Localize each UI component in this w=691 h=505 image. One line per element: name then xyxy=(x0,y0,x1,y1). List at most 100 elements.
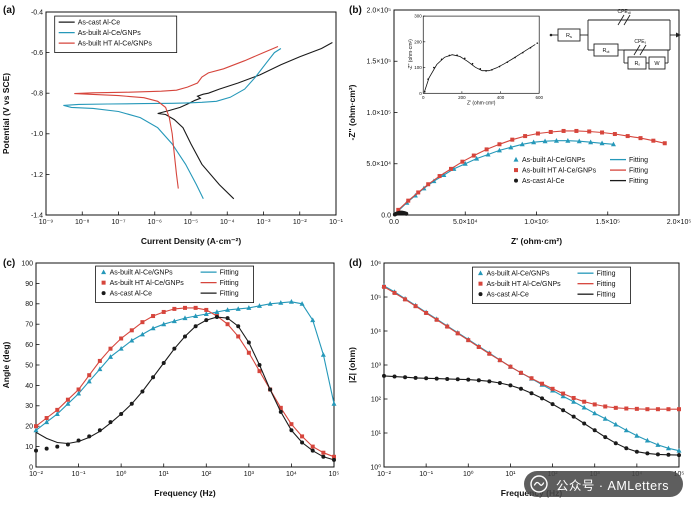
chart-nyquist-plot: 0.0 5.0×10⁴ 1.0×10⁵ 1.5×10⁵ 2.0×10⁵ 0.0 5.0×10… xyxy=(347,5,691,246)
svg-text:10⁻¹: 10⁻¹ xyxy=(419,471,433,478)
watermark-logo-icon xyxy=(529,474,549,494)
legend: As-cast Al-Ce As-built Al-Ce/GNPs As-built… xyxy=(54,15,178,53)
series-as-built-al-ce-gnps xyxy=(33,299,337,433)
svg-text:10⁰: 10⁰ xyxy=(463,470,474,478)
legend: As-built Al-Ce/GNPs Fitting As-built HT Al… xyxy=(513,156,648,185)
svg-text:600: 600 xyxy=(535,95,543,100)
svg-text:200: 200 xyxy=(414,39,422,44)
svg-text:10⁵: 10⁵ xyxy=(370,294,381,301)
svg-text:Fitting: Fitting xyxy=(220,280,239,287)
svg-text:As-built Al-Ce/GNPs: As-built Al-Ce/GNPs xyxy=(78,30,142,37)
svg-text:-Z'' (ohm·cm²): -Z'' (ohm·cm²) xyxy=(347,84,357,140)
svg-text:Angle (deg): Angle (deg) xyxy=(1,341,11,388)
axes: 10⁻² 10⁻¹ 10⁰ 10¹ 10² 10³ 10⁴ 10⁵ 0 10 20 30 40 50 60 7… xyxy=(1,260,339,498)
watermark-text: 公众号 · AMLetters xyxy=(555,478,669,493)
svg-text:1.5×10⁵: 1.5×10⁵ xyxy=(366,59,391,66)
svg-text:-0.6: -0.6 xyxy=(31,50,43,57)
svg-text:400: 400 xyxy=(497,95,505,100)
svg-text:-1.2: -1.2 xyxy=(31,172,43,179)
series-as-built-ht-al-ce-gnps xyxy=(396,128,667,212)
svg-text:Fitting: Fitting xyxy=(629,168,648,175)
series-as-built-ht-al-ce-gnps xyxy=(382,284,681,412)
svg-text:Fitting: Fitting xyxy=(220,270,239,277)
svg-text:(d): (d) xyxy=(349,258,362,269)
svg-text:As-cast Al-Ce: As-cast Al-Ce xyxy=(522,178,565,185)
svg-text:As-cast Al-Ce: As-cast Al-Ce xyxy=(78,20,121,27)
watermark: 公众号 · AMLetters xyxy=(523,471,683,497)
svg-text:200: 200 xyxy=(458,95,466,100)
svg-text:100: 100 xyxy=(414,65,422,70)
chart-bode-impedance: 10⁻²10⁻¹10⁰10¹10²10³10⁴10⁵10⁰10¹10²10³10… xyxy=(347,258,684,498)
svg-text:10⁻¹: 10⁻¹ xyxy=(329,219,343,226)
svg-text:10²: 10² xyxy=(201,471,212,478)
svg-text:5.0×10⁴: 5.0×10⁴ xyxy=(366,161,391,168)
svg-text:10⁶: 10⁶ xyxy=(370,260,381,267)
svg-text:Z' (ohm·cm²): Z' (ohm·cm²) xyxy=(511,236,562,246)
svg-text:1.0×10⁵: 1.0×10⁵ xyxy=(524,219,549,226)
svg-text:Fitting: Fitting xyxy=(597,281,616,288)
svg-text:10⁻⁵: 10⁻⁵ xyxy=(184,219,198,226)
svg-text:2.0×10⁵: 2.0×10⁵ xyxy=(667,219,691,226)
svg-text:40: 40 xyxy=(25,383,33,390)
svg-text:10⁰: 10⁰ xyxy=(116,470,127,478)
svg-text:10⁻²: 10⁻² xyxy=(377,471,391,478)
svg-text:10³: 10³ xyxy=(371,362,382,369)
svg-text:10⁻⁶: 10⁻⁶ xyxy=(148,219,162,226)
series-as-built-al-ce-gnps xyxy=(381,283,682,453)
svg-text:Fitting: Fitting xyxy=(629,178,648,185)
svg-text:CPEdl: CPEdl xyxy=(617,9,630,15)
svg-text:|Z| (ohm): |Z| (ohm) xyxy=(347,347,357,383)
svg-text:70: 70 xyxy=(25,322,33,329)
svg-text:10⁻²: 10⁻² xyxy=(293,219,307,226)
svg-text:10³: 10³ xyxy=(244,471,255,478)
svg-text:10: 10 xyxy=(25,444,33,451)
svg-text:Rf: Rf xyxy=(634,61,640,67)
series-as-built-ht-al-ce-gnps xyxy=(34,305,336,459)
svg-text:Frequency (Hz): Frequency (Hz) xyxy=(154,488,216,498)
svg-text:10⁻⁹: 10⁻⁹ xyxy=(39,219,53,226)
svg-text:10⁻⁸: 10⁻⁸ xyxy=(75,219,89,226)
svg-text:10¹: 10¹ xyxy=(159,471,170,478)
svg-text:(b): (b) xyxy=(349,5,362,16)
svg-text:60: 60 xyxy=(25,342,33,349)
series-as-built-ht-al-ce-gnps xyxy=(74,45,279,189)
svg-text:Fitting: Fitting xyxy=(597,271,616,278)
svg-text:As-built HT Al-Ce/GNPs: As-built HT Al-Ce/GNPs xyxy=(522,168,597,175)
svg-text:-1.4: -1.4 xyxy=(31,212,43,219)
svg-text:-Z'' (ohm·cm²): -Z'' (ohm·cm²) xyxy=(408,39,414,70)
legend: As-built Al-Ce/GNPs Fitting As-built HT Al… xyxy=(472,266,631,304)
svg-text:0: 0 xyxy=(29,464,33,471)
legend: As-built Al-Ce/GNPs Fitting As-built HT Al… xyxy=(95,265,254,303)
series-as-cast-al-ce xyxy=(34,315,336,462)
svg-text:300: 300 xyxy=(414,14,422,19)
svg-text:50: 50 xyxy=(25,362,33,369)
chart-bode-phase: 10⁻² 10⁻¹ 10⁰ 10¹ 10² 10³ 10⁴ 10⁵ 0 10 20 30 40 50 60 7… xyxy=(1,258,339,498)
svg-text:80: 80 xyxy=(25,301,33,308)
svg-text:10⁻⁴: 10⁻⁴ xyxy=(220,219,235,226)
svg-text:W: W xyxy=(654,61,660,67)
svg-text:10⁻³: 10⁻³ xyxy=(257,219,271,226)
svg-text:Current Density (A·cm⁻²): Current Density (A·cm⁻²) xyxy=(141,236,242,246)
svg-text:As-built HT Al-Ce/GNPs: As-built HT Al-Ce/GNPs xyxy=(110,280,185,287)
svg-text:10¹: 10¹ xyxy=(371,430,382,437)
svg-text:10⁵: 10⁵ xyxy=(329,471,340,478)
svg-text:As-built Al-Ce/GNPs: As-built Al-Ce/GNPs xyxy=(110,270,174,277)
svg-text:-1.0: -1.0 xyxy=(31,131,43,138)
svg-text:10¹: 10¹ xyxy=(505,471,516,478)
series-as-built-al-ce-gnps xyxy=(63,48,282,200)
svg-text:As-cast Al-Ce: As-cast Al-Ce xyxy=(487,292,530,299)
svg-text:(c): (c) xyxy=(3,258,15,269)
svg-text:As-cast Al-Ce: As-cast Al-Ce xyxy=(110,291,153,298)
svg-text:CPEf: CPEf xyxy=(634,39,645,45)
svg-text:Rct: Rct xyxy=(602,48,610,54)
svg-text:10⁴: 10⁴ xyxy=(370,328,381,335)
svg-text:20: 20 xyxy=(25,424,33,431)
svg-text:0: 0 xyxy=(422,95,425,100)
nyquist-inset: 0 200 400 600 0 100 200 300 Z' (ohm·cm²) -Z'' (oh… xyxy=(408,14,544,107)
svg-text:-0.4: -0.4 xyxy=(31,9,43,16)
svg-text:5.0×10⁴: 5.0×10⁴ xyxy=(453,219,478,226)
svg-text:-0.8: -0.8 xyxy=(31,91,43,98)
svg-text:Z' (ohm·cm²): Z' (ohm·cm²) xyxy=(467,100,496,106)
svg-text:10⁰: 10⁰ xyxy=(370,463,381,471)
svg-text:Fitting: Fitting xyxy=(220,291,239,298)
